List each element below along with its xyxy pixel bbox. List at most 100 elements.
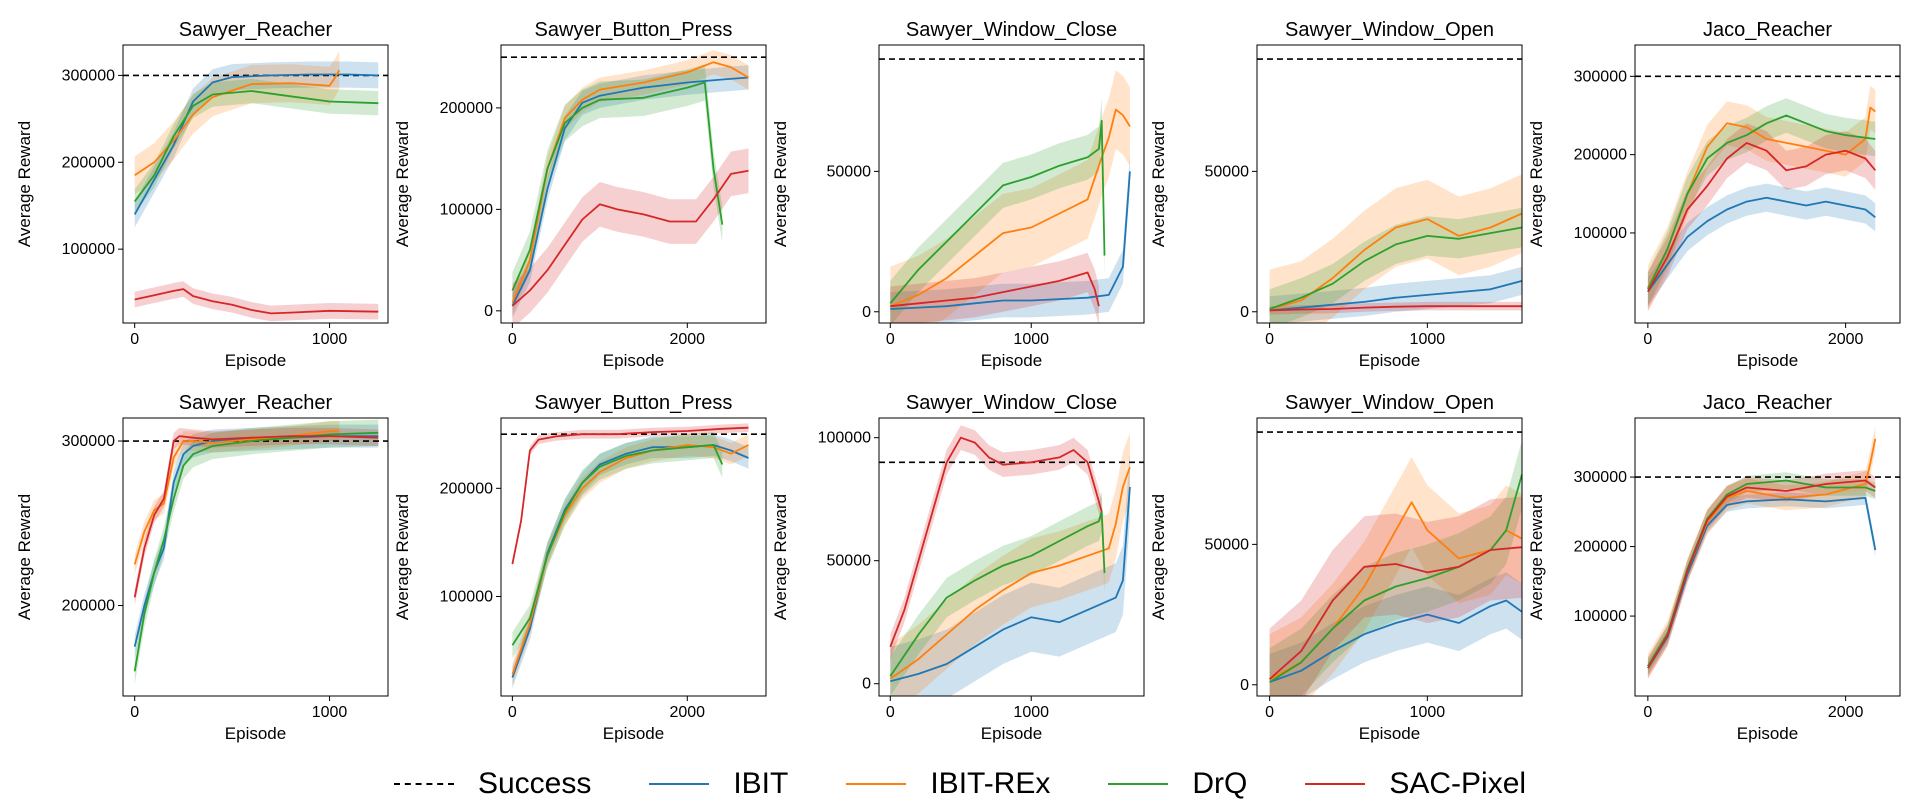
panel-8-ytick-label: 100000 bbox=[818, 430, 871, 447]
panel-2-line-drq bbox=[511, 81, 724, 291]
panel-4-ytick-label: 0 bbox=[1240, 304, 1249, 321]
panel-4-ylabel: Average Reward bbox=[1149, 121, 1168, 247]
panel-7-band-ibit bbox=[512, 434, 749, 689]
panel-8-line-ibit bbox=[890, 486, 1131, 683]
panel-8-plot-area bbox=[879, 425, 1144, 696]
panel-4-plot-area bbox=[1257, 58, 1522, 323]
panel-2-title: Sawyer_Button_Press bbox=[535, 19, 733, 41]
panel-1-xlabel: Episode bbox=[225, 351, 286, 370]
panel-7-xlabel: Episode bbox=[603, 724, 664, 743]
panel-9-xtick-label: 1000 bbox=[1410, 704, 1446, 721]
panel-7-ytick-label: 200000 bbox=[440, 480, 493, 497]
panel-2-line-ibit bbox=[511, 76, 749, 307]
panel-8: 0 1000 0 50000 100000 Sawyer_Window_Close Epis… bbox=[771, 392, 1145, 743]
panel-1-band-ibit-rex bbox=[134, 51, 340, 195]
legend-swatch-success bbox=[393, 783, 454, 785]
panel-9: 0 1000 0 50000 Sawyer_Window_Open Episode Aver… bbox=[1149, 392, 1523, 743]
panel-5-title: Jaco_Reacher bbox=[1703, 19, 1832, 41]
panel-10-title: Jaco_Reacher bbox=[1703, 392, 1832, 414]
panel-6-xtick-label: 0 bbox=[130, 704, 139, 721]
panel-1-ylabel: Average Reward bbox=[15, 121, 34, 247]
panel-9-line-drq bbox=[1269, 473, 1522, 683]
legend-item-success: Success bbox=[393, 767, 591, 801]
panel-5-ylabel: Average Reward bbox=[1527, 121, 1546, 247]
panel-2-xlabel: Episode bbox=[603, 351, 664, 370]
panel-4-xtick-label: 0 bbox=[1265, 331, 1274, 348]
panel-6-frame bbox=[122, 417, 389, 697]
panel-9-ylabel: Average Reward bbox=[1149, 494, 1168, 620]
panel-1: 0 1000 100000 200000 300000 Sawyer_Reacher Epi… bbox=[15, 19, 389, 370]
panel-7-xtick-label: 2000 bbox=[669, 704, 705, 721]
panel-2-band-sac-pixel bbox=[512, 148, 749, 323]
panel-3-band-ibit-rex bbox=[890, 70, 1130, 323]
panel-5-plot-area bbox=[1635, 75, 1900, 312]
panel-3: 0 1000 0 50000 Sawyer_Window_Close Episode Ave… bbox=[771, 19, 1145, 370]
legend: Success IBIT IBIT-REx DrQ SAC-Pixel bbox=[0, 760, 1920, 808]
panel-4-xtick-label: 1000 bbox=[1410, 331, 1446, 348]
panel-3-line-drq bbox=[889, 119, 1106, 304]
panel-8-xtick-label: 0 bbox=[886, 704, 895, 721]
panel-4: 0 1000 0 50000 Sawyer_Window_Open Episode Aver… bbox=[1149, 19, 1523, 370]
panel-3-band-sac-pixel bbox=[890, 252, 1099, 323]
panel-6-title: Sawyer_Reacher bbox=[179, 392, 333, 414]
panel-4-frame bbox=[1256, 44, 1523, 324]
panel-3-frame bbox=[878, 44, 1145, 324]
panel-9-band-drq bbox=[1269, 440, 1522, 696]
panel-7-band-ibit-rex bbox=[512, 434, 749, 686]
panel-6-ylabel: Average Reward bbox=[15, 494, 34, 620]
panel-6-band-drq bbox=[134, 419, 379, 685]
panel-8-ytick-label: 50000 bbox=[827, 553, 872, 570]
legend-label-ibit-rex: IBIT-REx bbox=[930, 767, 1051, 800]
panel-9-frame bbox=[1256, 417, 1523, 697]
panel-3-line-sac-pixel bbox=[890, 271, 1100, 308]
panel-10-xlabel: Episode bbox=[1737, 724, 1798, 743]
panel-1-line-ibit-rex bbox=[134, 69, 341, 177]
panel-3-title: Sawyer_Window_Close bbox=[906, 19, 1117, 41]
panel-3-band-drq bbox=[890, 98, 1105, 323]
panel-5-ytick-label: 300000 bbox=[1574, 68, 1627, 85]
panel-7: 0 2000 100000 200000 Sawyer_Button_Press Epis… bbox=[393, 392, 767, 743]
panel-9-band-ibit-rex bbox=[1269, 457, 1522, 696]
panel-3-band-ibit bbox=[890, 154, 1130, 323]
panel-2-band-ibit bbox=[512, 65, 749, 318]
panel-1-ytick-label: 200000 bbox=[62, 154, 115, 171]
panel-2-xtick-label: 2000 bbox=[669, 331, 705, 348]
panel-4-ytick-label: 50000 bbox=[1205, 163, 1250, 180]
legend-item-ibit-rex: IBIT-REx bbox=[846, 767, 1050, 801]
panel-5: 0 2000 100000 200000 300000 Jaco_Reacher Episo… bbox=[1527, 19, 1901, 370]
panel-7-line-sac-pixel bbox=[511, 426, 749, 565]
panel-5-line-ibit-rex bbox=[1647, 106, 1876, 289]
panel-8-band-ibit bbox=[890, 452, 1130, 696]
panel-10-frame bbox=[1634, 417, 1901, 697]
panel-3-xtick-label: 1000 bbox=[1013, 331, 1049, 348]
panel-9-plot-area bbox=[1257, 431, 1522, 696]
panel-10-ytick-label: 100000 bbox=[1574, 608, 1627, 625]
panel-8-band-sac-pixel bbox=[890, 425, 1102, 660]
legend-item-sac-pixel: SAC-Pixel bbox=[1305, 767, 1526, 801]
panel-8-frame bbox=[878, 417, 1145, 697]
panel-10-xtick-label: 2000 bbox=[1828, 704, 1864, 721]
panel-6-line-sac-pixel bbox=[133, 435, 379, 598]
panel-5-ytick-label: 200000 bbox=[1574, 147, 1627, 164]
panel-1-band-ibit bbox=[134, 61, 379, 228]
panel-8-title: Sawyer_Window_Close bbox=[906, 392, 1117, 414]
panel-3-ytick-label: 50000 bbox=[827, 163, 872, 180]
panel-7-xtick-label: 0 bbox=[508, 704, 517, 721]
panel-7-title: Sawyer_Button_Press bbox=[535, 392, 733, 414]
panel-10-plot-area bbox=[1635, 426, 1900, 679]
panel-5-xtick-label: 0 bbox=[1643, 331, 1652, 348]
panel-8-ytick-label: 0 bbox=[862, 676, 871, 693]
panel-1-frame bbox=[122, 44, 389, 324]
panel-1-line-sac-pixel bbox=[134, 288, 379, 315]
panel-10-ylabel: Average Reward bbox=[1527, 494, 1546, 620]
panel-7-frame bbox=[500, 417, 767, 697]
panel-4-band-ibit-rex bbox=[1269, 174, 1522, 323]
panel-2-ytick-label: 200000 bbox=[440, 100, 493, 117]
panel-1-line-ibit bbox=[133, 73, 379, 215]
panel-9-xlabel: Episode bbox=[1359, 724, 1420, 743]
panel-6-xtick-label: 1000 bbox=[312, 704, 348, 721]
panel-3-xlabel: Episode bbox=[981, 351, 1042, 370]
legend-swatch-ibit bbox=[649, 783, 710, 785]
panel-6: 0 1000 200000 300000 Sawyer_Reacher Episode Av… bbox=[15, 392, 389, 743]
